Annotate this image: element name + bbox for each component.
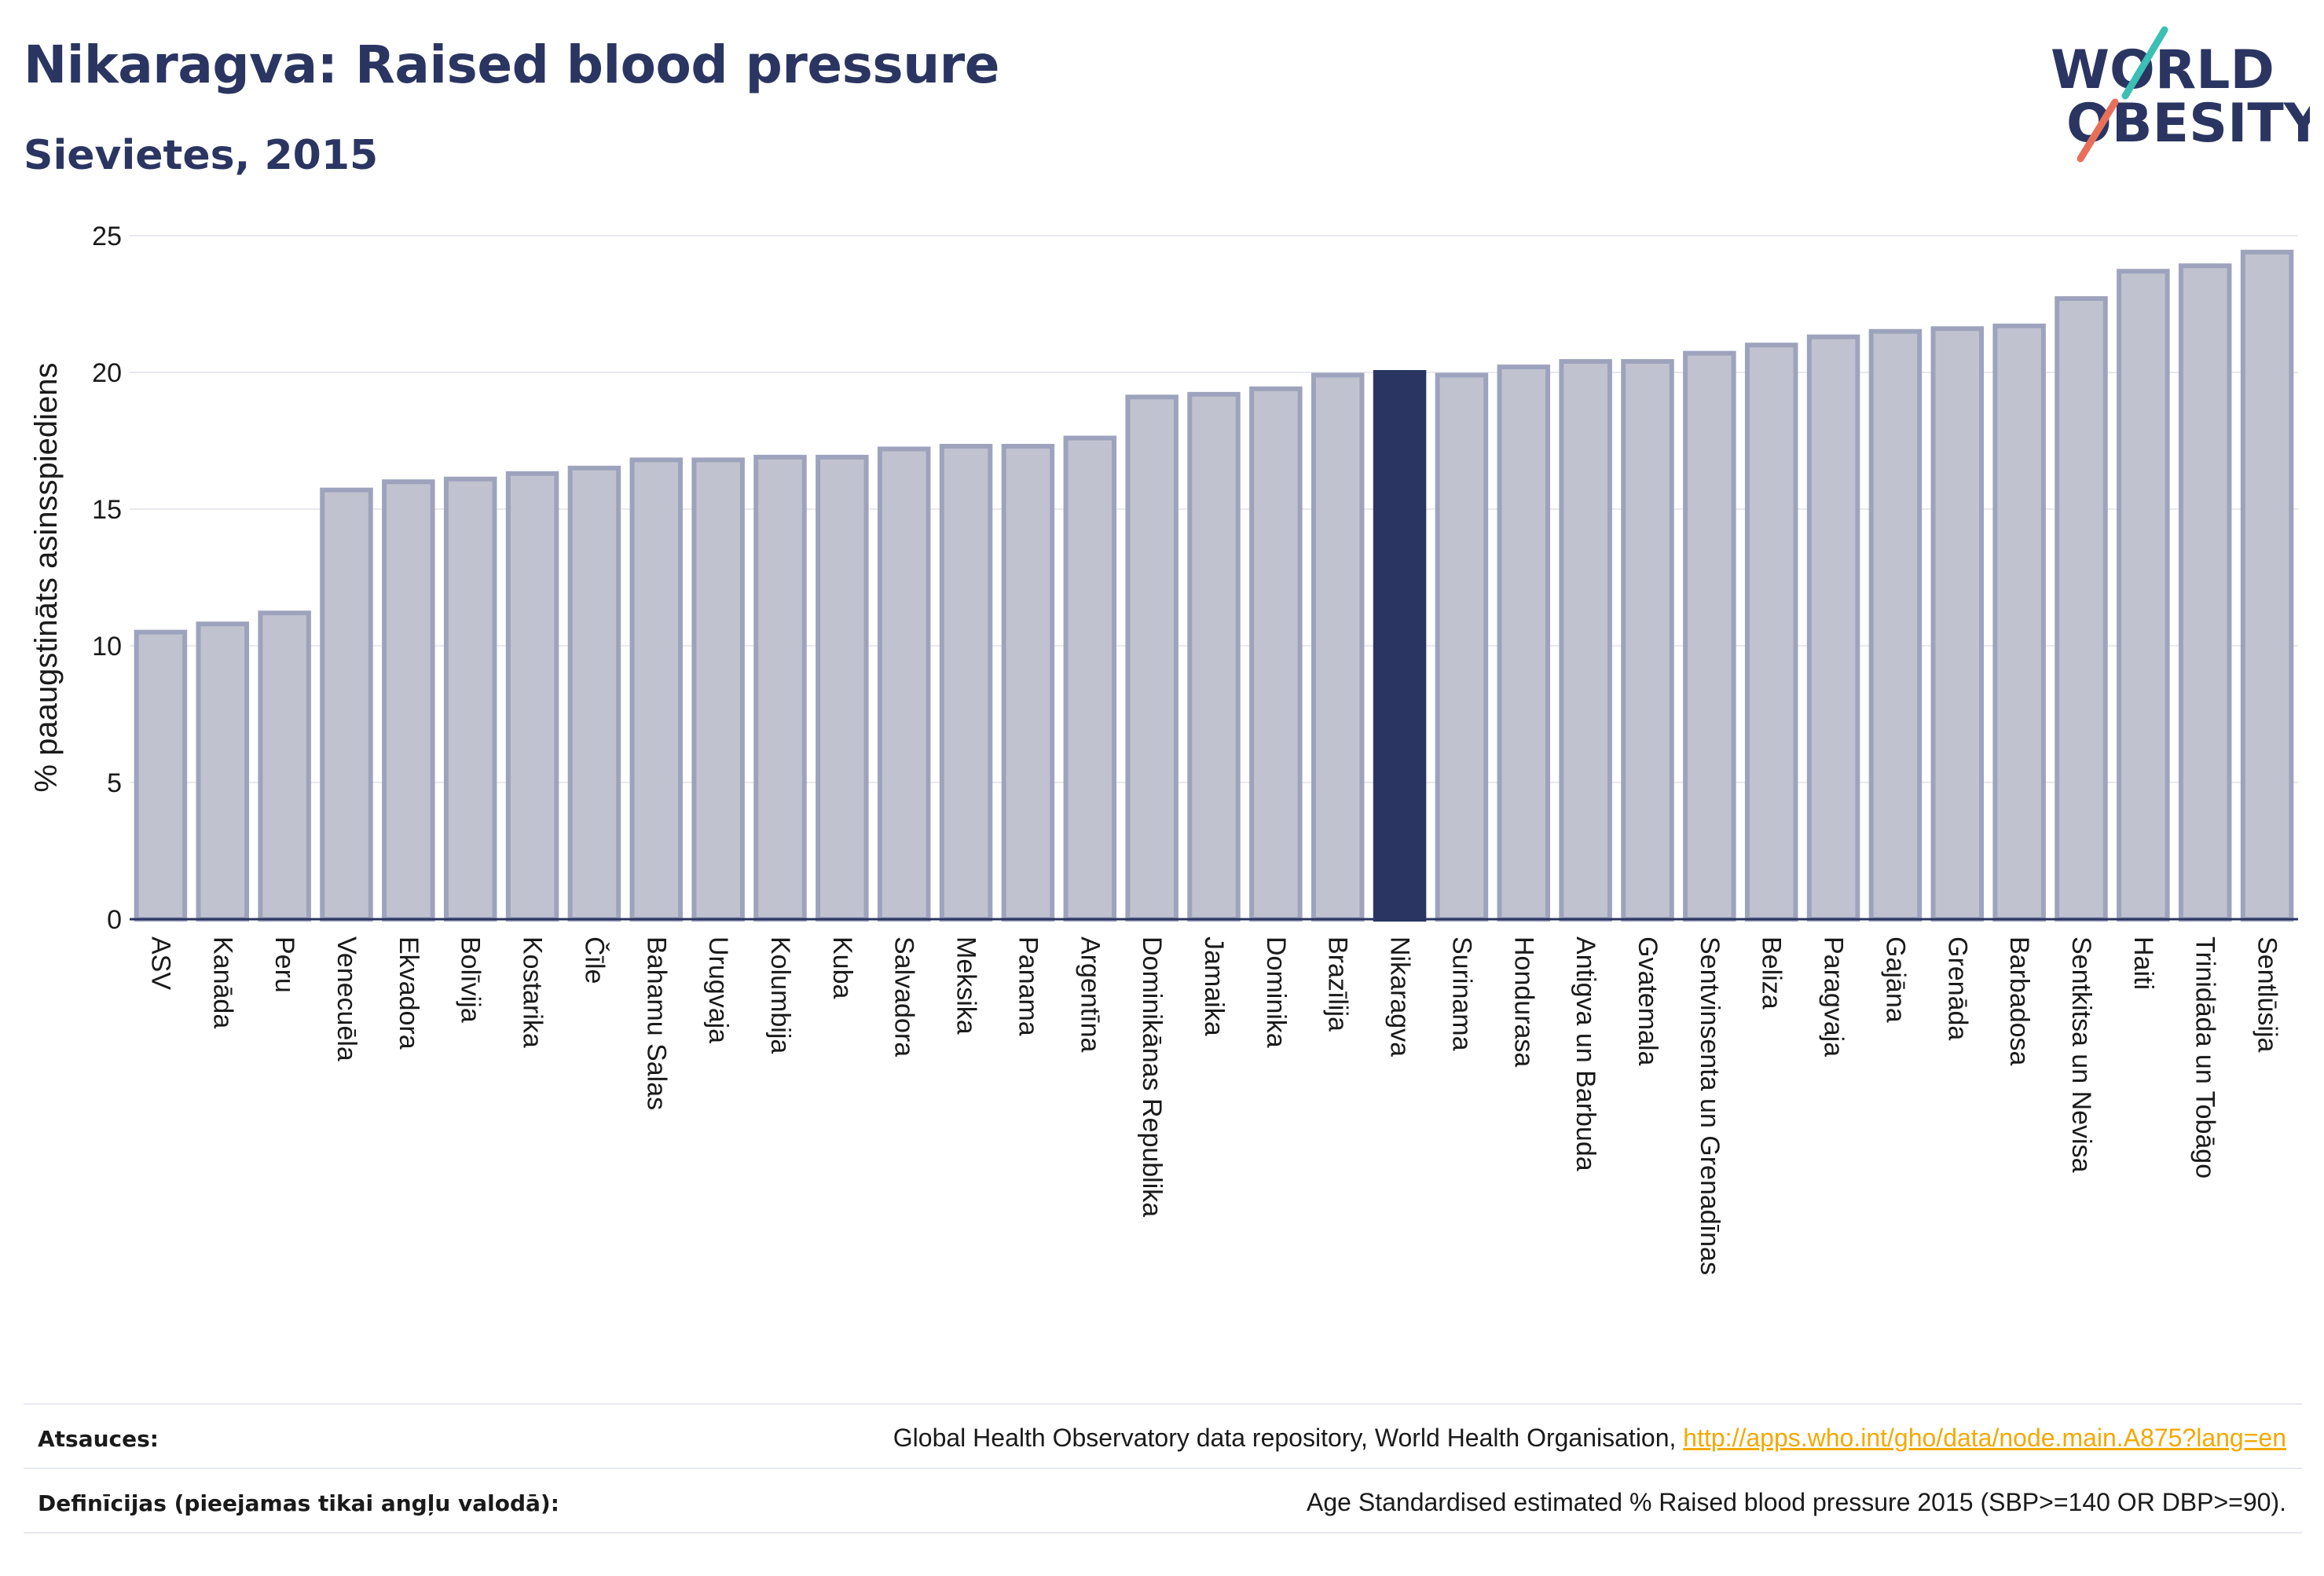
x-tick-label: Gajāna (1880, 936, 1910, 1023)
x-tick-label: Argentīna (1075, 936, 1105, 1053)
logo-line-1: WORLD (2051, 39, 2275, 101)
y-tick-label: 20 (92, 358, 122, 388)
bars (134, 249, 2294, 922)
chart-title: Nikaragva: Raised blood pressure (24, 35, 1000, 95)
y-tick-label: 5 (107, 768, 122, 798)
y-axis-ticks: 0 5 10 15 20 25 (92, 222, 122, 935)
bar (443, 476, 497, 922)
bar (567, 465, 621, 922)
y-axis-title: % paaugstināts asinsspiediens (29, 362, 64, 792)
logo-slash-coral (2077, 98, 2119, 163)
sources-link[interactable]: http://apps.who.int/gho/data/node.main.A… (1683, 1424, 2286, 1452)
footer-divider-bottom (24, 1532, 2302, 1534)
sources-text: Global Health Observatory data repositor… (893, 1424, 1684, 1452)
x-tick-label: Peru (269, 936, 299, 993)
y-tick-label: 25 (92, 222, 122, 251)
definitions-value: Age Standardised estimated % Raised bloo… (1307, 1488, 2286, 1516)
y-tick-label: 15 (92, 495, 122, 525)
bar (1001, 443, 1055, 922)
bar (1992, 323, 2046, 922)
x-tick-label: Nikaragva (1385, 936, 1415, 1057)
bar (2055, 296, 2108, 922)
bar (1187, 391, 1241, 922)
x-tick-label: ASV (145, 936, 175, 990)
x-tick-label: Paragvaja (1819, 936, 1849, 1057)
x-tick-label: Jamaika (1199, 936, 1229, 1036)
x-tick-label: Bolīvija (456, 936, 486, 1023)
bar (320, 487, 373, 922)
bar (939, 443, 993, 922)
x-tick-label: Surinama (1446, 936, 1476, 1051)
bar (1806, 334, 1860, 922)
bar (2240, 249, 2294, 922)
x-tick-label: Meksika (951, 936, 981, 1035)
bar (1435, 372, 1489, 922)
bar (2117, 269, 2170, 922)
bar (753, 454, 807, 922)
chart-subtitle: Sievietes, 2015 (24, 132, 379, 179)
bar-chart: 0 5 10 15 20 25 ASV Kanāda Peru Venecuēla Ekvador… (29, 222, 2298, 1275)
bar (1497, 365, 1551, 922)
x-tick-label: Trinidāda un Tobāgo (2190, 936, 2220, 1178)
bar (382, 479, 435, 922)
bar (1063, 435, 1117, 922)
x-tick-label: Dominika (1261, 936, 1291, 1048)
y-tick-label: 0 (107, 905, 122, 935)
bar (1249, 386, 1303, 922)
bar (877, 446, 931, 922)
x-tick-label: Beliza (1757, 936, 1787, 1010)
bar (1744, 343, 1798, 922)
x-tick-label: Panama (1013, 936, 1043, 1036)
x-tick-label: Ekvadora (394, 936, 423, 1050)
x-tick-label: Urugvaja (703, 936, 733, 1043)
x-tick-label: Kuba (827, 936, 857, 999)
bar (258, 610, 311, 922)
x-tick-label: Sentlūsija (2253, 936, 2282, 1053)
bar (505, 471, 559, 922)
bar (1683, 350, 1736, 922)
x-tick-label: Salvadora (889, 936, 919, 1057)
bar (1930, 326, 1985, 922)
definitions-label: Definīcijas (pieejamas tikai angļu valod… (38, 1490, 559, 1516)
x-tick-label: Barbadosa (2004, 936, 2034, 1066)
bar (2178, 263, 2232, 922)
x-tick-label: Grenāda (1942, 936, 1972, 1040)
x-axis-ticks: ASV Kanāda Peru Venecuēla Ekvadora Bolīvija Ko… (145, 936, 2282, 1275)
footer-divider-middle (24, 1468, 2302, 1469)
sources-label: Atsauces: (38, 1426, 159, 1452)
x-tick-label: Hondurasa (1508, 936, 1538, 1067)
bar (816, 454, 869, 922)
x-tick-label: Čīle (579, 936, 609, 984)
world-obesity-logo: WORLD OBESITY (2051, 26, 2310, 163)
bar (1310, 372, 1365, 922)
y-tick-label: 10 (92, 632, 122, 662)
footer-divider-top (24, 1403, 2302, 1405)
logo-slash-teal (2121, 26, 2168, 100)
bar (1559, 359, 1612, 922)
sources-value: Global Health Observatory data repositor… (893, 1424, 2286, 1453)
x-tick-label: Kanāda (207, 936, 237, 1028)
x-tick-label: Gvatemala (1633, 936, 1662, 1065)
bar-highlighted (1373, 370, 1427, 922)
bar (1621, 359, 1674, 922)
x-tick-label: Kostarika (518, 936, 548, 1048)
x-tick-label: Dominikānas Republika (1137, 936, 1167, 1217)
x-tick-label: Haiti (2128, 936, 2158, 990)
bar (629, 457, 684, 922)
bar (1125, 394, 1178, 922)
x-tick-label: Sentkitsa un Nevisa (2066, 936, 2096, 1173)
bar (196, 621, 250, 922)
x-tick-label: Brazīlija (1323, 936, 1353, 1032)
bar (134, 629, 188, 922)
bar (1868, 328, 1923, 922)
x-tick-label: Bahamu Salas (641, 936, 671, 1110)
x-tick-label: Kolumbija (765, 936, 795, 1054)
x-tick-label: Sentvinsenta un Grenadīnas (1695, 936, 1725, 1275)
x-tick-label: Venecuēla (332, 936, 361, 1061)
logo-line-2: OBESITY (2066, 93, 2310, 155)
x-tick-label: Antigva un Barbuda (1571, 936, 1600, 1171)
bar (691, 457, 745, 922)
